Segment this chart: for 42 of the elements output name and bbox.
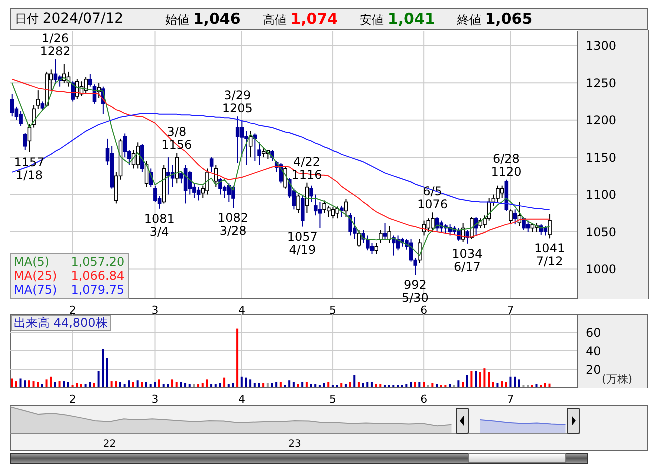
x-tick-label: 7 (507, 392, 514, 406)
y-tick-label: 1050 (586, 225, 617, 240)
x-tick-label: 4 (238, 304, 246, 317)
text: 高値 1,074 (262, 10, 338, 28)
x-tick-label: 22 (103, 439, 116, 450)
annotation: 1041 7/12 (534, 242, 566, 269)
x-tick-label: 6 (420, 392, 428, 406)
text: 終値 1,065 (457, 10, 533, 28)
annotation: 6/28 1120 (491, 152, 522, 179)
x-tick-label: 2 (69, 304, 76, 317)
x-tick-label: 23 (288, 439, 302, 450)
annotation: 1082 3/28 (218, 211, 249, 238)
y-tick-label: 1300 (586, 39, 617, 54)
y-tick-label: 40 (586, 344, 602, 358)
y-axis-title: (万株) (602, 372, 633, 387)
x-tick-label: 6 (420, 304, 428, 317)
text: 日付 2024/07/12 (15, 10, 124, 28)
x-tick-label: 4 (238, 392, 246, 406)
x-tick-label: 3 (152, 304, 159, 317)
text: MA(25) 1,066.84 (14, 269, 125, 283)
annotation: 1034 6/17 (452, 246, 483, 274)
x-tick-label: 5 (330, 304, 337, 317)
y-tick-label: 1000 (586, 262, 617, 276)
y-tick-label: 1100 (586, 188, 617, 202)
y-tick-label: 1150 (586, 150, 617, 165)
chart-title: 出来高 44,800株 (11, 315, 111, 331)
text: MA(75) 1,079.75 (14, 283, 125, 297)
annotation: 1057 4/19 (287, 230, 318, 257)
x-tick-label: 7 (507, 304, 514, 317)
annotation: 1081 3/4 (144, 212, 175, 239)
x-tick-label: 5 (330, 392, 337, 406)
y-tick-label: 1200 (586, 114, 617, 128)
text: 始値 1,046 (166, 10, 241, 28)
text: 安値 1,041 (360, 10, 436, 28)
y-tick-label: 20 (586, 362, 602, 377)
x-tick-label: 2 (69, 392, 76, 406)
y-tick-label: 60 (586, 326, 602, 340)
annotation: 3/29 1205 (222, 88, 253, 116)
text: MA(5) 1,057.20 (14, 255, 125, 269)
annotation: 1/26 1282 (40, 31, 71, 58)
x-tick-label: 3 (152, 392, 159, 406)
y-tick-label: 1250 (586, 76, 617, 90)
